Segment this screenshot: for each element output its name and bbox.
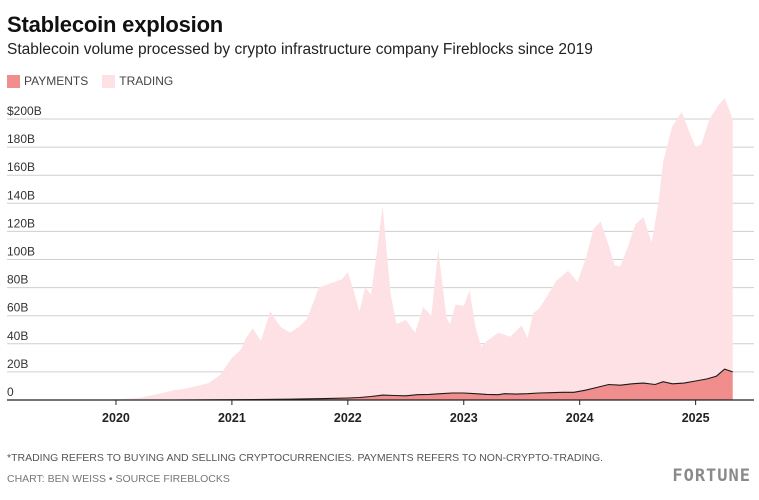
x-tick-label: 2021 xyxy=(218,411,246,425)
y-tick-label: 180B xyxy=(7,132,35,146)
legend-item-payments: PAYMENTS xyxy=(7,74,88,88)
y-tick-label: 160B xyxy=(7,160,35,174)
y-tick-label: 80B xyxy=(7,273,28,287)
x-tick-labels: 2020 2021 2022 2023 2024 2025 xyxy=(102,411,710,425)
y-tick-label: 40B xyxy=(7,329,28,343)
y-tick-label: 140B xyxy=(7,188,35,202)
legend: PAYMENTS TRADING xyxy=(7,74,187,88)
y-tick-label: 60B xyxy=(7,301,28,315)
series-areas xyxy=(58,97,733,401)
y-tick-label: 20B xyxy=(7,357,28,371)
y-tick-labels: 0 20B 40B 60B 80B 100B 120B 140B 160B 180B $200B xyxy=(7,104,42,399)
x-tick-label: 2020 xyxy=(102,411,130,425)
x-tick-label: 2024 xyxy=(566,411,594,425)
x-axis xyxy=(7,399,754,405)
y-tick-label: 100B xyxy=(7,245,35,259)
y-tick-label: 120B xyxy=(7,216,35,230)
x-tick-label: 2022 xyxy=(334,411,362,425)
area-trading xyxy=(58,97,733,401)
footnote: *TRADING REFERS TO BUYING AND SELLING CR… xyxy=(7,452,604,464)
x-tick-label: 2025 xyxy=(682,411,710,425)
legend-label-trading: TRADING xyxy=(119,74,174,88)
area-payments xyxy=(58,369,733,400)
fortune-logo: FORTUNE xyxy=(672,466,751,486)
x-tick-label: 2023 xyxy=(450,411,478,425)
chart-title: Stablecoin explosion xyxy=(7,12,224,37)
y-tick-label: $200B xyxy=(7,104,42,118)
chart-credit: CHART: BEN WEISS • SOURCE FIREBLOCKS xyxy=(7,473,230,485)
legend-label-payments: PAYMENTS xyxy=(24,74,89,88)
legend-item-trading: TRADING xyxy=(102,74,173,88)
chart-subtitle: Stablecoin volume processed by crypto in… xyxy=(7,41,593,58)
line-payments xyxy=(58,368,733,401)
legend-swatch-trading xyxy=(102,74,116,88)
legend-swatch-payments xyxy=(7,74,20,88)
y-tick-label: 0 xyxy=(7,385,14,399)
